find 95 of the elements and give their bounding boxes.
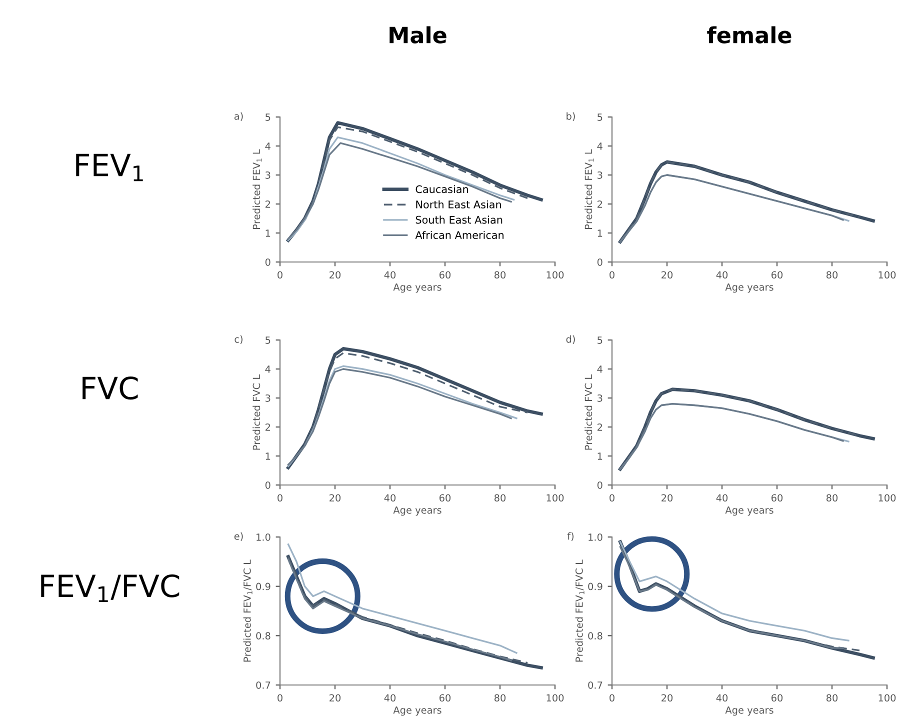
- y-tick-label: 0: [597, 481, 602, 489]
- x-tick-label: 0: [278, 271, 282, 279]
- y-tick-label: 4: [265, 142, 270, 150]
- legend-label: South East Asian: [416, 216, 502, 224]
- y-tick-label: 3: [598, 394, 602, 402]
- x-tick-label: 40: [716, 494, 728, 502]
- x-tick-label: 100: [878, 494, 896, 502]
- x-tick-label: 40: [716, 271, 728, 279]
- chart-title: female: [707, 26, 792, 44]
- y-tick-label: 4: [597, 366, 602, 373]
- x-tick-label: 100: [546, 694, 564, 702]
- y-tick-label: 5: [598, 114, 602, 121]
- y-tick-label: 0: [265, 258, 270, 266]
- y-tick-label: 0.7: [588, 681, 602, 689]
- x-tick-label: 20: [330, 271, 341, 279]
- x-tick-label: 20: [662, 494, 673, 502]
- x-axis-title: Age years: [393, 506, 442, 516]
- y-tick-label: 2: [266, 200, 270, 208]
- x-tick-label: 20: [330, 694, 341, 702]
- y-tick-label: 1.0: [256, 533, 270, 541]
- text: a): [234, 112, 243, 121]
- legend-label: North East Asian: [416, 200, 501, 208]
- y-axis-title: Predicted FEV$_{1}$ L: [584, 149, 594, 229]
- y-tick-label: 0.7: [256, 681, 270, 689]
- x-tick-label: 60: [771, 694, 783, 702]
- x-axis-title: Age years: [725, 506, 774, 516]
- x-tick-label: 20: [330, 494, 341, 502]
- x-axis-title: Age years: [725, 706, 774, 716]
- text: FEV$_{1}$/FVC: [41, 574, 180, 602]
- y-tick-label: 1: [266, 452, 270, 460]
- y-tick-label: 0.8: [588, 632, 602, 640]
- y-tick-label: 1: [266, 230, 270, 237]
- y-tick-label: 4: [597, 142, 602, 150]
- y-tick-label: 0: [265, 481, 270, 489]
- x-tick-label: 80: [826, 494, 838, 502]
- legend-label: Caucasian: [416, 185, 468, 194]
- x-tick-label: 40: [716, 694, 728, 702]
- y-tick-label: 1: [598, 452, 602, 460]
- y-tick-label: 0.9: [256, 582, 270, 590]
- chart-title: Male: [390, 26, 446, 44]
- text: b): [566, 112, 575, 121]
- y-axis-title: Predicted FEV$_{1}$/FVC L: [575, 560, 584, 662]
- x-tick-label: 100: [546, 271, 564, 279]
- x-tick-label: 20: [662, 694, 673, 702]
- x-axis-title: Age years: [393, 284, 442, 293]
- x-tick-label: 60: [439, 494, 451, 502]
- x-tick-label: 0: [278, 494, 282, 502]
- x-tick-label: 0: [610, 494, 614, 502]
- x-axis-title: Age years: [393, 706, 442, 716]
- y-tick-label: 1.0: [588, 533, 602, 541]
- x-axis-title: Age years: [725, 284, 774, 293]
- y-tick-label: 2: [266, 423, 270, 431]
- x-tick-label: 40: [384, 271, 396, 279]
- text: FVC: [82, 376, 138, 400]
- text: d): [566, 335, 575, 344]
- y-tick-label: 3: [266, 171, 270, 179]
- x-tick-label: 60: [439, 694, 451, 702]
- text: FEV$_{1}$: [76, 154, 143, 182]
- x-tick-label: 0: [610, 271, 614, 279]
- y-axis-title: Predicted FEV$_{1}$/FVC L: [243, 560, 252, 662]
- y-tick-label: 5: [266, 114, 270, 121]
- y-tick-label: 2: [598, 200, 602, 208]
- x-tick-label: 100: [878, 694, 896, 702]
- x-tick-label: 100: [546, 494, 564, 502]
- x-tick-label: 80: [826, 694, 838, 702]
- y-axis-title: Predicted FVC L: [584, 374, 592, 450]
- y-tick-label: 5: [266, 336, 270, 344]
- x-tick-label: 80: [494, 694, 506, 702]
- y-tick-label: 0.8: [256, 632, 270, 640]
- y-tick-label: 0: [597, 258, 602, 266]
- x-tick-label: 60: [771, 271, 783, 279]
- x-tick-label: 60: [439, 271, 451, 279]
- text: c): [234, 335, 242, 344]
- x-tick-label: 0: [610, 694, 614, 702]
- y-tick-label: 1: [598, 230, 602, 237]
- y-tick-label: 3: [598, 171, 602, 179]
- x-tick-label: 80: [826, 271, 838, 279]
- x-tick-label: 100: [878, 271, 896, 279]
- x-tick-label: 40: [384, 494, 396, 502]
- x-tick-label: 60: [771, 494, 783, 502]
- text: f): [567, 532, 574, 541]
- x-tick-label: 80: [494, 494, 506, 502]
- x-tick-label: 20: [662, 271, 673, 279]
- legend-label: African American: [415, 230, 504, 240]
- x-tick-label: 40: [384, 694, 396, 702]
- y-tick-label: 5: [598, 336, 602, 344]
- y-tick-label: 0.9: [588, 582, 602, 590]
- y-tick-label: 2: [598, 423, 602, 431]
- y-axis-title: Predicted FVC L: [252, 374, 260, 450]
- x-tick-label: 80: [494, 271, 506, 279]
- x-tick-label: 0: [278, 694, 282, 702]
- y-tick-label: 4: [265, 366, 270, 373]
- y-axis-title: Predicted FEV$_{1}$ L: [252, 149, 262, 229]
- text: e): [234, 532, 243, 541]
- y-tick-label: 3: [266, 394, 270, 402]
